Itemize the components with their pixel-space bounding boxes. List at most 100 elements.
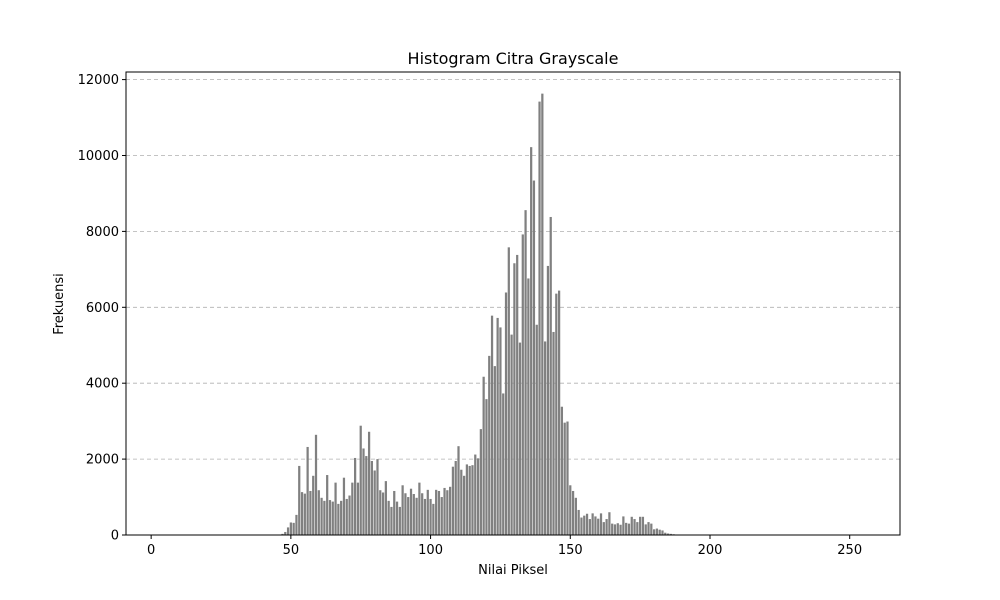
- histogram-bar: [524, 210, 527, 535]
- histogram-bar: [309, 490, 312, 535]
- histogram-bar: [496, 317, 499, 535]
- histogram-bar: [507, 247, 510, 535]
- histogram-bar: [328, 500, 332, 535]
- histogram-bar: [331, 501, 334, 535]
- x-tick-label: 150: [558, 543, 583, 558]
- histogram-bar: [650, 523, 653, 535]
- y-axis-ticks: 0 2000 4000 6000 8000 10000 12000: [78, 73, 126, 544]
- histogram-bar: [454, 460, 457, 535]
- histogram-bar: [370, 460, 374, 535]
- histogram-bar: [608, 512, 611, 535]
- histogram-bar: [367, 431, 371, 535]
- histogram-bar: [658, 529, 661, 535]
- histogram-bar: [530, 147, 533, 535]
- histogram-bar: [513, 263, 516, 535]
- histogram-bar: [286, 527, 290, 535]
- y-axis-label: Frekuensi: [52, 273, 67, 335]
- histogram-bar: [460, 469, 463, 535]
- histogram-bar: [479, 429, 482, 535]
- histogram-bar: [348, 495, 351, 535]
- x-axis-ticks: 0 50 100 150 200 250: [147, 535, 862, 558]
- histogram-bar: [376, 459, 379, 535]
- histogram-bar: [474, 454, 477, 535]
- histogram-bar: [426, 489, 429, 535]
- histogram-bar: [401, 485, 404, 535]
- histogram-bar: [300, 492, 304, 535]
- y-tick-label: 4000: [86, 377, 119, 392]
- histogram-bar: [557, 290, 561, 535]
- histogram-bar: [354, 457, 357, 535]
- histogram-bar: [295, 514, 298, 535]
- histogram-bar: [636, 522, 639, 535]
- histogram-bar: [393, 490, 396, 535]
- histogram-bar: [518, 342, 522, 535]
- histogram-bar: [457, 446, 460, 535]
- histogram-bar: [323, 500, 326, 535]
- histogram-bar: [476, 458, 480, 535]
- histogram-bar: [337, 503, 340, 535]
- histogram-bar: [588, 519, 591, 535]
- histogram-bar: [488, 355, 491, 535]
- x-axis-label: Nilai Piksel: [478, 563, 548, 578]
- histogram-bar: [356, 482, 360, 535]
- histogram-bar: [421, 493, 424, 535]
- histogram-bar: [342, 477, 346, 535]
- histogram-bar: [289, 522, 292, 535]
- histogram-bar: [351, 482, 354, 535]
- histogram-bar: [552, 331, 555, 535]
- histogram-bar: [340, 500, 343, 535]
- x-tick-label: 200: [698, 543, 723, 558]
- histogram-bar: [535, 324, 538, 535]
- histogram-bar: [502, 393, 505, 535]
- histogram-bar: [577, 509, 580, 535]
- histogram-bar: [423, 498, 427, 535]
- histogram-bar: [312, 475, 315, 535]
- histogram-bar: [314, 434, 318, 535]
- histogram-bar: [284, 531, 287, 535]
- y-tick-label: 10000: [78, 149, 119, 164]
- histogram-bar: [412, 494, 415, 535]
- histogram-bar: [574, 497, 577, 535]
- histogram-bar: [560, 406, 564, 535]
- histogram-bar: [527, 278, 530, 535]
- histogram-bar: [373, 470, 376, 535]
- histogram-bar: [583, 515, 586, 535]
- histogram-bar: [571, 490, 575, 535]
- histogram-bar: [462, 475, 466, 535]
- x-tick-label: 50: [283, 543, 300, 558]
- histogram-bar: [365, 456, 368, 535]
- histogram-bar: [532, 180, 536, 535]
- histogram-bar: [613, 524, 617, 535]
- histogram-bar: [493, 366, 496, 535]
- histogram-bar: [435, 489, 438, 535]
- histogram-bar: [633, 519, 636, 535]
- histogram-bar: [437, 490, 441, 535]
- histogram-bar: [639, 516, 642, 535]
- histogram-bar: [482, 376, 485, 535]
- histogram-bar: [666, 533, 670, 535]
- histogram-bar: [504, 292, 508, 535]
- histogram-bar: [359, 425, 362, 535]
- histogram-bar: [605, 519, 608, 535]
- y-tick-label: 8000: [86, 225, 119, 240]
- histogram-bar: [281, 533, 284, 535]
- histogram-bar: [306, 446, 309, 535]
- histogram-bar: [630, 516, 633, 535]
- histogram-bar: [541, 93, 544, 536]
- histogram-bar: [644, 524, 647, 535]
- histogram-bar: [326, 475, 329, 535]
- histogram-bar: [622, 516, 625, 535]
- histogram-bar: [409, 488, 413, 535]
- histogram-bar: [652, 529, 656, 535]
- histogram-bar: [345, 498, 348, 535]
- histogram-bar: [499, 327, 502, 535]
- histogram-bar: [387, 500, 390, 535]
- histogram-bar: [627, 523, 631, 535]
- histogram-bar: [398, 506, 401, 535]
- histogram-bar: [432, 503, 435, 535]
- x-tick-label: 0: [147, 543, 155, 558]
- chart-title: Histogram Citra Grayscale: [408, 49, 619, 68]
- histogram-bar: [619, 524, 622, 535]
- histogram-bar: [661, 530, 664, 535]
